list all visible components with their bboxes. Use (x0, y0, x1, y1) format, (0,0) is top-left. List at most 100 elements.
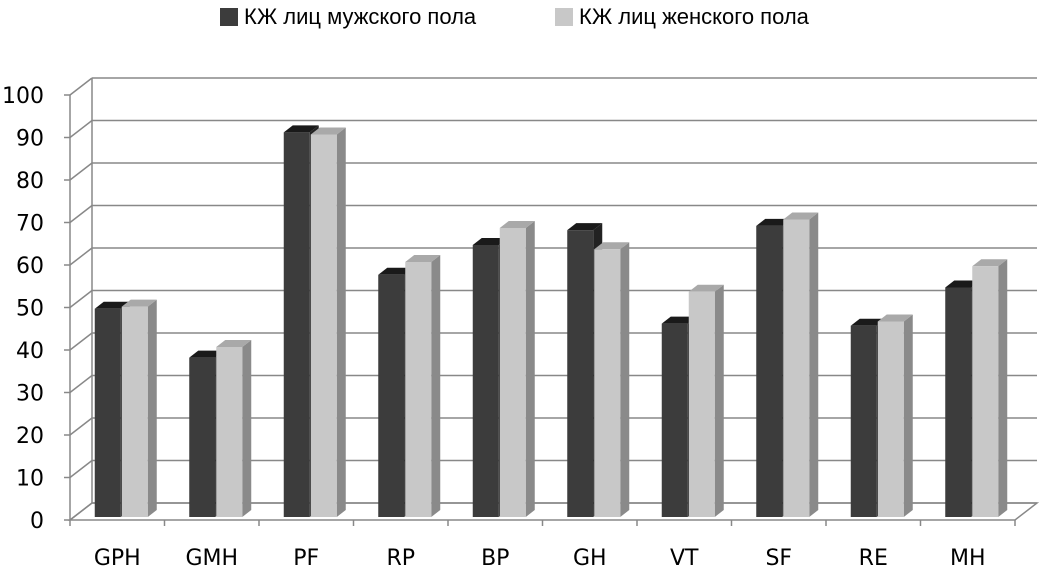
legend-item-male: КЖ лиц мужского пола (220, 4, 476, 30)
legend-swatch-male (220, 8, 238, 26)
legend-label-female: КЖ лиц женского пола (579, 4, 809, 29)
bar-female-gmh (216, 340, 252, 517)
axis-layer (64, 94, 1016, 526)
bar-female-bp (499, 221, 535, 517)
bar-top (877, 314, 913, 322)
gridline-diagonal (69, 289, 93, 309)
bar-side (242, 340, 252, 517)
bar-side (336, 127, 346, 517)
legend-swatch-female (555, 8, 573, 26)
bar-top (499, 221, 535, 228)
gridline-diagonal (69, 162, 93, 181)
y-tick-label: 90 (16, 127, 44, 152)
bar-top (310, 127, 346, 135)
bar-female-mh (972, 259, 1008, 517)
y-tick-label: 80 (16, 169, 44, 194)
gridline-diagonal (69, 247, 93, 266)
bar-front (378, 274, 405, 517)
gridline-diagonal (69, 119, 93, 139)
bar-female-vt (688, 284, 724, 517)
bar-top (216, 340, 252, 347)
bar-front (283, 132, 310, 517)
bar-top (972, 259, 1008, 267)
bar-female-sf (783, 212, 819, 517)
x-tick-label-gmh: GMH (185, 546, 238, 571)
y-tick-label: 70 (16, 212, 44, 237)
bar-female-pf (310, 127, 346, 517)
bar-front (499, 228, 526, 517)
bar-layer (94, 125, 1008, 517)
x-tick-label-gh: GH (573, 546, 607, 571)
bar-top (850, 318, 886, 326)
y-tick-label: 0 (30, 509, 44, 534)
bar-front (972, 266, 999, 517)
bar-side (714, 284, 724, 517)
bar-top (94, 301, 130, 309)
y-tick-label: 10 (16, 467, 44, 492)
bar-side (431, 255, 441, 517)
gridline-diagonal (69, 459, 93, 479)
bar-front (189, 357, 216, 517)
x-tick-label-pf: PF (293, 546, 319, 571)
gridline-diagonal (69, 204, 93, 224)
bar-side (525, 221, 535, 517)
bar-front (216, 347, 243, 517)
bar-front (594, 249, 621, 517)
gridline-diagonal (69, 332, 93, 351)
x-tick-label-bp: BP (481, 546, 509, 571)
bar-front (877, 321, 904, 517)
gridline-diagonal (69, 417, 93, 436)
x-tick-label-re: RE (859, 546, 888, 571)
bar-top (189, 350, 225, 358)
bar-top (661, 316, 697, 324)
x-tick-label-gph: GPH (94, 546, 141, 571)
bar-front (405, 262, 432, 517)
bar-front (945, 287, 972, 517)
y-tick-label: 30 (16, 382, 44, 407)
chart-legend: КЖ лиц мужского пола КЖ лиц женского пол… (0, 4, 1039, 32)
bar-front (756, 225, 783, 517)
x-tick-label-mh: MH (950, 546, 986, 571)
legend-item-female: КЖ лиц женского пола (555, 4, 809, 30)
bar-top (783, 212, 819, 220)
bar-top (405, 255, 441, 262)
bar-front (121, 306, 148, 517)
bar-front (94, 308, 121, 517)
y-tick-label: 20 (16, 424, 44, 449)
bar-top (283, 125, 319, 133)
legend-label-male: КЖ лиц мужского пола (244, 4, 477, 29)
bar-side (620, 242, 630, 517)
bar-front (661, 323, 688, 517)
bar-front (850, 325, 877, 517)
y-tick-label: 40 (16, 339, 44, 364)
bar-top (567, 223, 603, 231)
bar-front (783, 219, 810, 517)
label-layer: 0 10 20 30 40 50 60 70 80 90 100 GPH GMH PF RP BP GH VT SF… (2, 84, 986, 571)
x-tick-label-sf: SF (765, 546, 792, 571)
bar-side (809, 212, 819, 517)
bar-female-rp (405, 255, 441, 517)
bar-female-re (877, 314, 913, 517)
gridline-diagonal (69, 374, 93, 394)
y-tick-label: 60 (16, 254, 44, 279)
bar-side (998, 259, 1008, 517)
bar-front (310, 134, 337, 517)
bar-top (378, 267, 414, 275)
bar-top (594, 242, 630, 250)
bar-top (756, 218, 792, 226)
x-tick-label-rp: RP (386, 546, 415, 571)
bar-top (945, 280, 981, 288)
x-tick-label-vt: VT (670, 546, 699, 571)
y-tick-label: 100 (2, 84, 44, 109)
gridline-diagonal (69, 77, 93, 96)
bar-front (472, 245, 499, 517)
bar-top (121, 299, 157, 307)
bar-side (903, 314, 913, 517)
bar-top (472, 238, 508, 245)
y-tick-label: 50 (16, 297, 44, 322)
bar-top (688, 284, 724, 292)
bar-front (567, 230, 594, 517)
bar-side (147, 299, 157, 517)
bar-female-gph (121, 299, 157, 517)
